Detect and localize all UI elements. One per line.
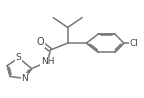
Text: NH: NH [41, 57, 54, 66]
Text: O: O [37, 37, 44, 47]
Text: N: N [21, 74, 28, 83]
Text: S: S [16, 53, 22, 62]
Text: Cl: Cl [129, 39, 138, 48]
